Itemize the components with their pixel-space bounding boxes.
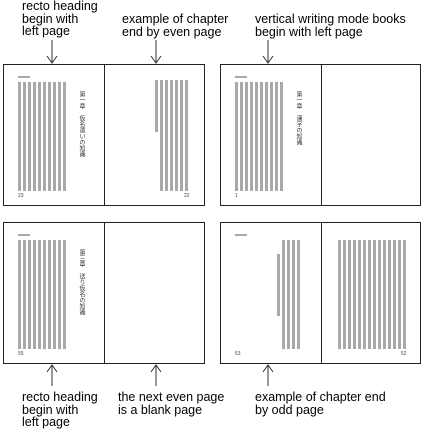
text-line — [403, 240, 406, 349]
page-number: 55 — [18, 351, 24, 357]
text-line — [270, 82, 273, 191]
chapter-heading: 第一章 仮名遣いの知識 — [78, 91, 85, 157]
text-line — [23, 82, 26, 191]
arrowhead-bottom-1 — [46, 364, 58, 373]
text-line — [33, 82, 36, 191]
text-line — [175, 80, 178, 191]
text-line — [165, 80, 168, 191]
chapter-heading: 第一章 漢字の知識 — [295, 91, 302, 145]
arrowhead-top-3 — [262, 55, 274, 64]
text-line — [170, 80, 173, 191]
text-line — [368, 240, 371, 349]
text-line — [383, 240, 386, 349]
text-line — [378, 240, 381, 349]
spread-top-right: 第一章 漢字の知識 1 — [220, 64, 421, 206]
text-line — [245, 82, 248, 191]
text-line — [240, 82, 243, 191]
text-line — [160, 80, 163, 191]
text-line — [38, 240, 41, 349]
text-line — [260, 82, 263, 191]
heading-mark — [235, 76, 247, 78]
text-line — [235, 82, 238, 191]
text-line — [265, 82, 268, 191]
page-right: 22 — [105, 65, 204, 205]
page-left: 第三章 送り仮名の知識 55 — [4, 223, 104, 363]
text-line — [292, 240, 295, 349]
page-right: 52 — [322, 223, 421, 363]
arrowhead-top-1 — [46, 55, 58, 64]
caption-top-vertical-writing: vertical writing mode books begin with l… — [255, 12, 406, 39]
arrowhead-top-2 — [150, 55, 162, 64]
text-line — [58, 82, 61, 191]
text-line — [155, 80, 158, 132]
text-line — [388, 240, 391, 349]
caption-top-chapter-end-even: example of chapter end by even page — [122, 12, 229, 39]
page-number: 53 — [235, 351, 241, 357]
heading-mark — [235, 234, 247, 236]
text-line — [28, 82, 31, 191]
text-line — [23, 240, 26, 349]
heading-mark — [18, 234, 30, 236]
text-line — [48, 82, 51, 191]
text-line — [363, 240, 366, 349]
page-right-blank — [105, 223, 204, 363]
text-line — [255, 82, 258, 191]
page-number: 23 — [18, 193, 24, 199]
text-line — [358, 240, 361, 349]
text-line — [287, 240, 290, 349]
spread-gutter — [321, 223, 322, 363]
caption-top-recto-heading: recto heading begin with left page — [22, 0, 98, 38]
text-line — [373, 240, 376, 349]
page-left: 53 — [221, 223, 321, 363]
page-right-blank — [322, 65, 421, 205]
caption-bottom-blank-page: the next even page is a blank page — [118, 390, 225, 417]
text-line — [48, 240, 51, 349]
heading-mark — [18, 76, 30, 78]
text-line — [282, 240, 285, 349]
text-line — [185, 80, 188, 191]
text-line — [275, 82, 278, 191]
spread-gutter — [104, 65, 105, 205]
text-line — [53, 82, 56, 191]
text-line — [63, 240, 66, 349]
spread-bottom-right: 53 52 — [220, 222, 421, 364]
spread-top-left: 第一章 仮名遣いの知識 23 22 — [3, 64, 205, 206]
text-line — [43, 240, 46, 349]
page-number: 22 — [184, 193, 190, 199]
text-line — [63, 82, 66, 191]
text-line — [180, 80, 183, 191]
text-line — [33, 240, 36, 349]
spread-bottom-left: 第三章 送り仮名の知識 55 — [3, 222, 205, 364]
page-number: 52 — [401, 351, 407, 357]
text-line — [348, 240, 351, 349]
text-line — [250, 82, 253, 191]
caption-bottom-chapter-end-odd: example of chapter end by odd page — [255, 390, 386, 417]
spread-gutter — [321, 65, 322, 205]
text-line — [18, 82, 21, 191]
text-line — [353, 240, 356, 349]
text-line — [38, 82, 41, 191]
arrowhead-bottom-2 — [150, 364, 162, 373]
page-left: 第一章 仮名遣いの知識 23 — [4, 65, 104, 205]
text-line — [393, 240, 396, 349]
text-line — [18, 240, 21, 349]
text-line — [28, 240, 31, 349]
text-line — [297, 240, 300, 349]
caption-bottom-recto-heading: recto heading begin with left page — [22, 390, 98, 429]
text-line — [398, 240, 401, 349]
text-line — [338, 240, 341, 349]
page-left: 第一章 漢字の知識 1 — [221, 65, 321, 205]
text-line — [280, 82, 283, 191]
chapter-heading: 第三章 送り仮名の知識 — [78, 249, 85, 315]
text-line — [53, 240, 56, 349]
text-line — [43, 82, 46, 191]
page-number: 1 — [235, 193, 238, 199]
text-line — [277, 254, 280, 316]
text-line — [58, 240, 61, 349]
spread-gutter — [104, 223, 105, 363]
arrowhead-bottom-3 — [262, 364, 274, 373]
text-line — [343, 240, 346, 349]
